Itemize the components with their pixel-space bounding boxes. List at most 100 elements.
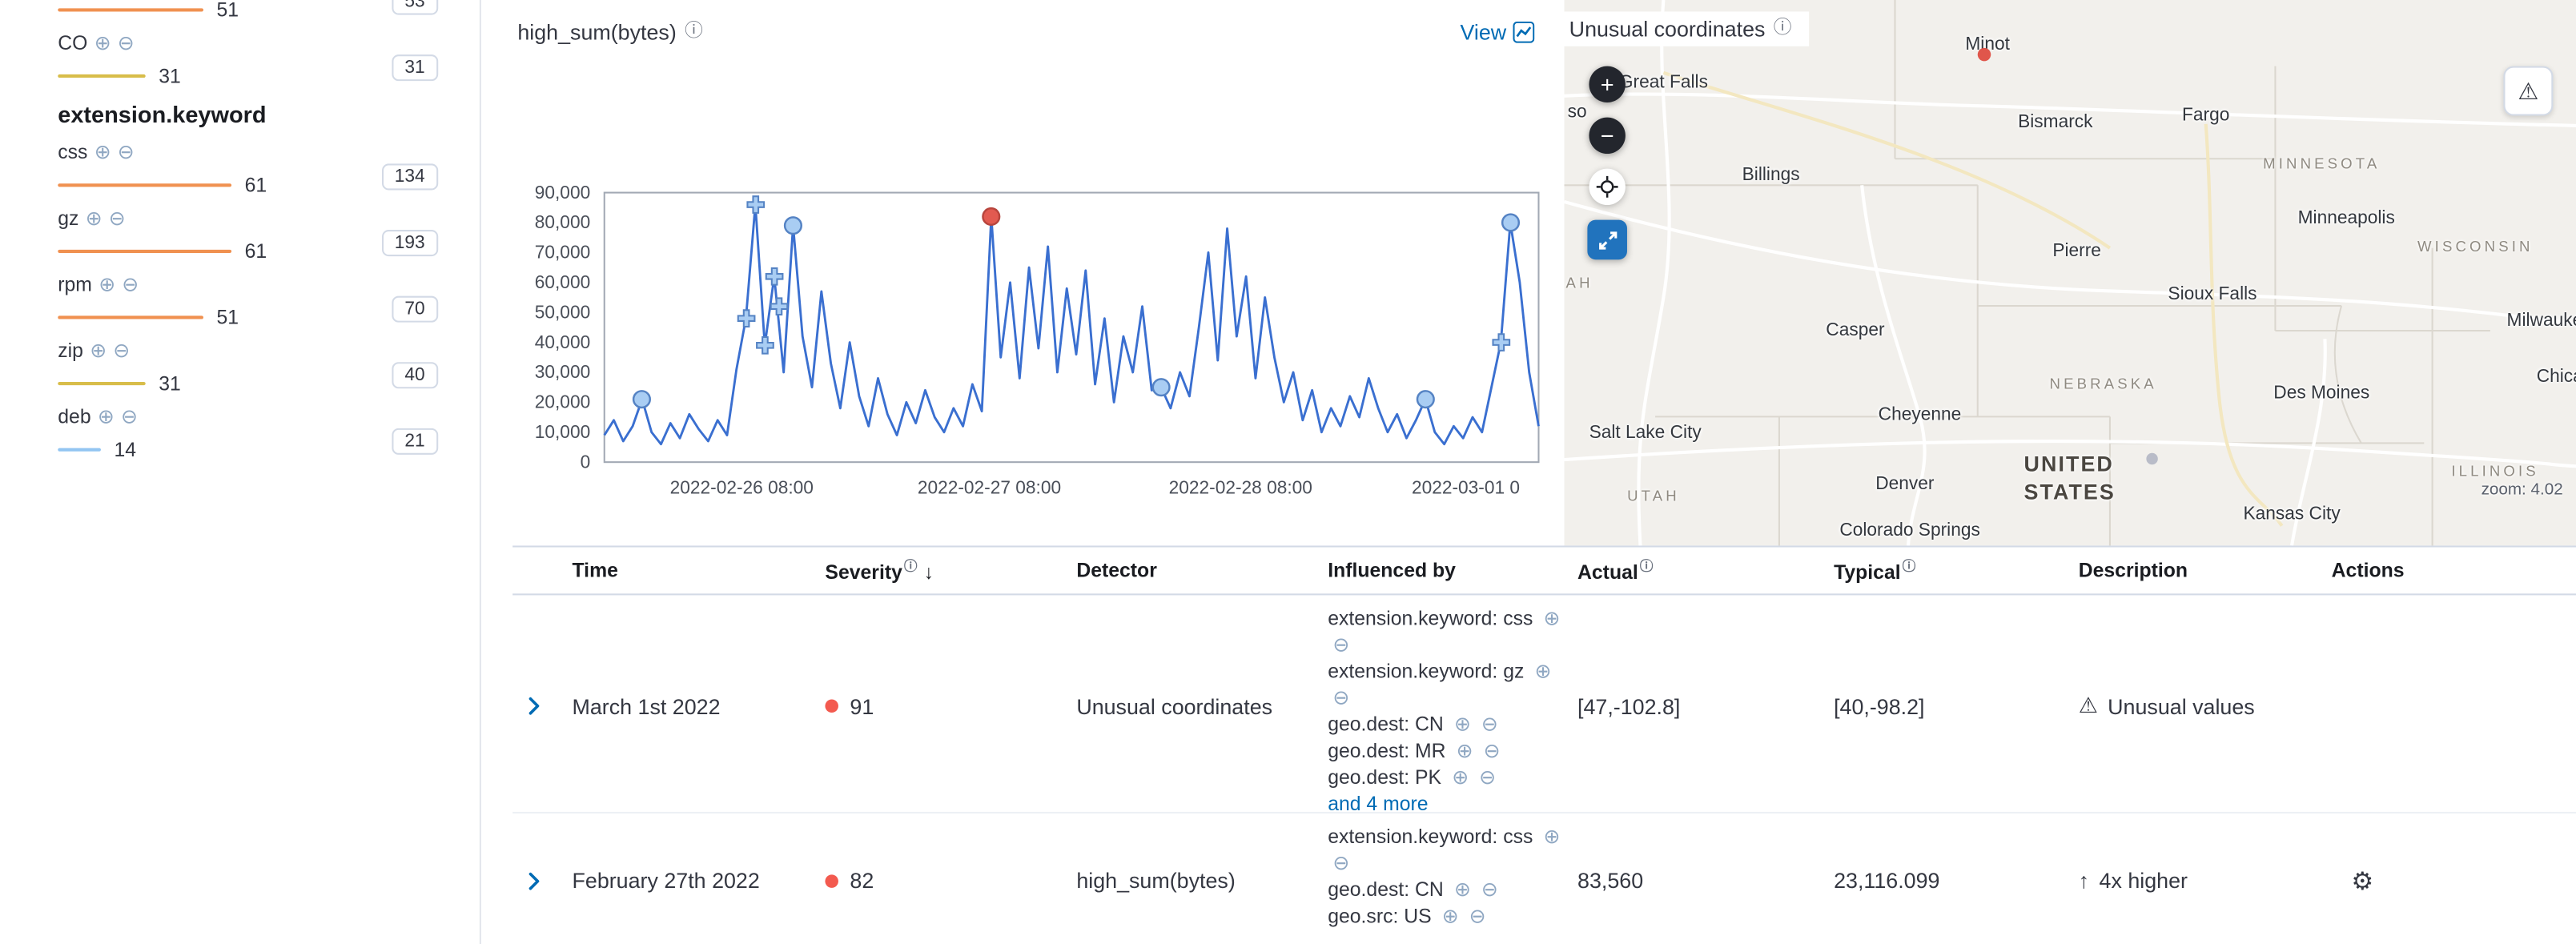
- show-more-influencers-link[interactable]: and 4 more: [1328, 792, 1429, 816]
- add-filter-icon[interactable]: ⊕: [1456, 739, 1473, 762]
- add-filter-icon[interactable]: ⊕: [90, 339, 106, 363]
- svg-text:80,000: 80,000: [535, 211, 590, 232]
- unusual-coordinates-map-panel: Unusual coordinates ⓘ Minot Great Falls …: [1564, 0, 2576, 546]
- influencer-label: CO: [58, 31, 88, 55]
- anomaly-time: March 1st 2022: [572, 693, 721, 719]
- line-chart-icon: [1513, 21, 1535, 43]
- anomaly-row: February 27th 2022 82 high_sum(bytes) ex…: [512, 813, 2576, 944]
- row-actions-gear-icon[interactable]: ⚙: [2351, 867, 2374, 896]
- info-icon[interactable]: ⓘ: [685, 21, 703, 42]
- remove-filter-icon[interactable]: ⊖: [1479, 765, 1496, 789]
- view-chart-link[interactable]: View: [1460, 20, 1535, 45]
- remove-filter-icon[interactable]: ⊖: [120, 404, 138, 428]
- svg-text:20,000: 20,000: [535, 392, 590, 412]
- anomaly-row: March 1st 2022 91 Unusual coordinates ex…: [512, 595, 2576, 815]
- anomaly-description: ↑ 4x higher: [2079, 868, 2332, 893]
- influencer-value: geo.dest: CN: [1328, 878, 1444, 902]
- influencer-severity-bar: [58, 382, 146, 386]
- influencer-value: geo.dest: PK: [1328, 765, 1442, 789]
- map-city-label: Cheyenne: [1878, 404, 1962, 425]
- influencer-value: 61: [244, 173, 267, 197]
- add-filter-icon[interactable]: ⊕: [85, 207, 102, 231]
- remove-filter-icon[interactable]: ⊖: [122, 272, 139, 296]
- warning-triangle-icon: ⚠: [2518, 77, 2539, 104]
- anomaly-actual: 83,560: [1577, 868, 1644, 894]
- sort-desc-icon: ↓: [923, 560, 934, 584]
- influencer-count-badge: 21: [391, 428, 439, 455]
- influencer-count-badge: 53: [391, 0, 439, 15]
- anomaly-typical: 23,116.099: [1834, 868, 1940, 894]
- info-icon[interactable]: ⓘ: [1773, 18, 1792, 38]
- map-city-label: Billings: [1742, 165, 1800, 186]
- influencer-count-badge: 70: [391, 295, 439, 323]
- anomaly-severity: 82: [825, 868, 1076, 893]
- influencer-severity-bar: [58, 74, 146, 78]
- remove-filter-icon[interactable]: ⊖: [1481, 878, 1498, 902]
- influencer-value: geo.dest: CN: [1328, 713, 1444, 736]
- influencer-label: deb: [58, 404, 91, 428]
- fit-to-data-button[interactable]: [1589, 168, 1626, 206]
- remove-filter-icon[interactable]: ⊖: [1481, 713, 1498, 736]
- map-state-label: NEBRASKA: [2049, 375, 2157, 392]
- remove-filter-icon[interactable]: ⊖: [1483, 739, 1501, 762]
- influencer-item-co: CO ⊕ ⊖ 31 31: [58, 26, 480, 93]
- influencer-value: 14: [114, 438, 137, 462]
- col-header-typical: Typical ⓘ: [1834, 558, 1916, 584]
- remove-filter-icon[interactable]: ⊖: [117, 140, 135, 164]
- expand-row-button[interactable]: [512, 694, 572, 717]
- add-filter-icon[interactable]: ⊕: [1453, 713, 1471, 736]
- map-canvas[interactable]: [1564, 0, 2576, 546]
- map-city-label: Chicago: [2536, 367, 2576, 388]
- remove-filter-icon[interactable]: ⊖: [108, 207, 126, 231]
- add-filter-icon[interactable]: ⊕: [1543, 825, 1561, 849]
- influencer-label: css: [58, 140, 88, 164]
- map-state-label: AH: [1565, 274, 1593, 291]
- svg-text:40,000: 40,000: [535, 331, 590, 352]
- col-header-actual: Actual ⓘ: [1577, 558, 1654, 584]
- svg-text:0: 0: [581, 451, 591, 472]
- add-filter-icon[interactable]: ⊕: [97, 404, 115, 428]
- influencer-count-badge: 193: [381, 230, 439, 257]
- map-city-label: Salt Lake City: [1589, 423, 1702, 444]
- map-city-label: Denver: [1875, 474, 1935, 495]
- info-icon: ⓘ: [1902, 558, 1916, 574]
- remove-filter-icon[interactable]: ⊖: [113, 339, 131, 363]
- anomaly-detector: high_sum(bytes): [1076, 868, 1236, 894]
- add-filter-icon[interactable]: ⊕: [1453, 878, 1471, 902]
- add-filter-icon[interactable]: ⊕: [1452, 765, 1469, 789]
- remove-filter-icon[interactable]: ⊖: [1332, 685, 1350, 709]
- severity-score: 91: [850, 693, 874, 719]
- anomaly-typical: [40,-98.2]: [1834, 693, 1925, 719]
- influencer-value: 31: [159, 64, 181, 88]
- influencer-item-zip: zip ⊕ ⊖ 31 40: [58, 334, 480, 400]
- add-filter-icon[interactable]: ⊕: [1543, 606, 1561, 630]
- zoom-in-button[interactable]: +: [1589, 66, 1626, 103]
- map-warning-button[interactable]: ⚠: [2503, 66, 2554, 116]
- remove-filter-icon[interactable]: ⊖: [1332, 633, 1350, 657]
- add-filter-icon[interactable]: ⊕: [1441, 904, 1459, 928]
- chevron-right-icon: [528, 697, 540, 715]
- map-city-label: Milwaukee: [2506, 311, 2576, 331]
- anomaly-chart-panel: high_sum(bytes) ⓘ View 90,000 80,000 70,00…: [517, 0, 1565, 546]
- expand-map-button[interactable]: [1587, 219, 1627, 260]
- add-filter-icon[interactable]: ⊕: [94, 140, 111, 164]
- map-city-label: Des Moines: [2273, 384, 2370, 404]
- map-state-label: ILLINOIS: [2451, 463, 2539, 480]
- map-zoom-indicator: zoom: 4.02: [2481, 480, 2563, 500]
- remove-filter-icon[interactable]: ⊖: [1469, 904, 1486, 928]
- influencer-value: 51: [216, 0, 239, 22]
- add-filter-icon[interactable]: ⊕: [1534, 659, 1552, 683]
- add-filter-icon[interactable]: ⊕: [94, 31, 111, 55]
- svg-text:2022-02-28 08:00: 2022-02-28 08:00: [1169, 476, 1312, 497]
- anomaly-location-dot[interactable]: [1977, 47, 1991, 62]
- influencer-item-rpm: rpm ⊕ ⊖ 51 70: [58, 268, 480, 335]
- add-filter-icon[interactable]: ⊕: [98, 272, 116, 296]
- zoom-out-button[interactable]: −: [1589, 117, 1626, 155]
- map-state-label: UTAH: [1627, 488, 1680, 504]
- expand-row-button[interactable]: [512, 869, 572, 892]
- remove-filter-icon[interactable]: ⊖: [117, 31, 135, 55]
- influencer-item-cropped: 51 53: [58, 0, 480, 26]
- remove-filter-icon[interactable]: ⊖: [1332, 851, 1350, 875]
- col-header-severity[interactable]: Severity ⓘ ↓: [825, 558, 934, 584]
- map-state-label: MINNESOTA: [2263, 155, 2381, 172]
